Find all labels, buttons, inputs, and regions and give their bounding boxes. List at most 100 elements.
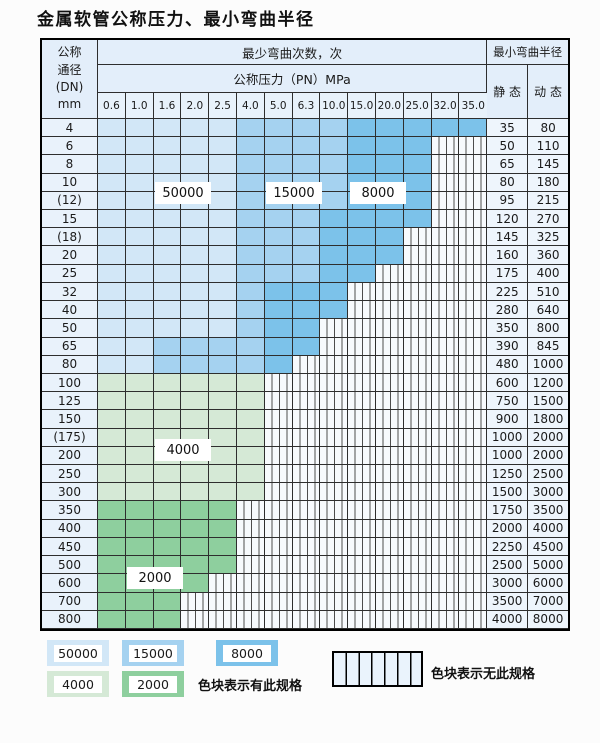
pressure-cell [320,282,349,302]
pressure-cell [459,119,488,138]
pressure-cell [125,282,154,302]
pressure-cell [98,519,126,538]
pressure-cell [431,483,460,502]
pressure-cell [459,210,488,229]
dn-cell: 700 [42,592,98,611]
pressure-cell [292,264,321,283]
pressure-cell [403,282,432,302]
pressure-cell [236,465,265,484]
pressure-cell [125,483,154,502]
pressure-cell [320,392,349,411]
pressure-cell [236,410,265,429]
pressure-col-header: 32.0 [431,93,460,119]
pressure-cell [403,373,432,393]
pressure-cell [403,355,432,374]
pressure-cell [236,301,265,320]
pressure-cell [209,301,237,320]
dn-cell: (12) [42,191,98,211]
pressure-cell [264,301,293,320]
dynamic-value-cell: 400 [528,264,568,283]
pressure-cell [264,228,293,247]
static-value-cell: 4000 [487,610,529,629]
dynamic-value-cell: 3500 [528,501,568,520]
pressure-cell [320,246,349,265]
static-value-cell: 350 [487,319,529,338]
dn-cell: 300 [42,483,98,502]
pressure-cell [403,592,432,611]
pressure-cell [292,592,321,611]
pressure-cell [459,574,488,593]
pressure-cell [98,610,126,629]
pressure-cell [264,483,293,502]
pressure-cell [125,519,154,538]
dn-cell: 80 [42,355,98,374]
pressure-cell [320,301,349,320]
pressure-cell [125,592,154,611]
pressure-cell [236,392,265,411]
legend-swatch-label: 2000 [129,675,177,693]
nominal-pressure-header: 公称压力（PN）MPa [98,65,488,93]
pressure-cell [209,246,237,265]
pressure-cell [98,410,126,429]
pressure-cell [375,574,404,593]
pressure-cell [459,337,488,356]
pressure-cell [181,282,210,302]
pressure-cell [320,373,349,393]
pressure-cell [375,592,404,611]
pressure-cell [431,246,460,265]
pressure-cell [403,319,432,338]
pressure-cell [320,537,349,557]
pressure-cell [236,191,265,211]
pressure-cell [375,428,404,447]
dn-cell: 350 [42,501,98,520]
pressure-cell [431,446,460,466]
pressure-cell [403,173,432,192]
pressure-cell [459,428,488,447]
pressure-cell [348,155,376,174]
pressure-cell [348,355,376,374]
pressure-cell [209,501,237,520]
legend-swatch-2000: 2000 [122,671,184,697]
pressure-cell [431,556,460,575]
static-value-cell: 2000 [487,519,529,538]
pressure-cell [209,428,237,447]
pressure-cell [292,228,321,247]
pressure-cell [153,210,182,229]
pressure-cell [431,137,460,156]
dn-cell: 25 [42,264,98,283]
page-title: 金属软管公称压力、最小弯曲半径 [37,10,315,30]
dynamic-value-cell: 1500 [528,392,568,411]
pressure-cell [292,282,321,302]
pressure-cell [209,537,237,557]
pressure-cell [264,319,293,338]
pressure-cell [348,301,376,320]
min-bend-radius-header: 最小弯曲半径 [487,40,568,65]
dynamic-value-cell: 325 [528,228,568,247]
pressure-cell [292,519,321,538]
pressure-cell [125,246,154,265]
pressure-cell [375,465,404,484]
pressure-cell [320,465,349,484]
static-value-cell: 2500 [487,556,529,575]
dynamic-value-cell: 8000 [528,610,568,629]
pressure-cell [181,483,210,502]
pressure-cell [403,301,432,320]
pressure-cell [320,155,349,174]
pressure-cell [125,501,154,520]
pressure-cell [209,446,237,466]
dn-cell: 450 [42,537,98,557]
pressure-cell [264,355,293,374]
pressure-cell [459,282,488,302]
pressure-cell [236,173,265,192]
pressure-cell [264,446,293,466]
dynamic-value-cell: 360 [528,246,568,265]
dynamic-value-cell: 5000 [528,556,568,575]
pressure-cell [375,264,404,283]
static-value-cell: 65 [487,155,529,174]
pressure-cell [292,574,321,593]
pressure-cell [153,465,182,484]
region-label-8000: 8000 [350,182,406,204]
pressure-cell [264,264,293,283]
pressure-cell [459,246,488,265]
pressure-cell [375,410,404,429]
